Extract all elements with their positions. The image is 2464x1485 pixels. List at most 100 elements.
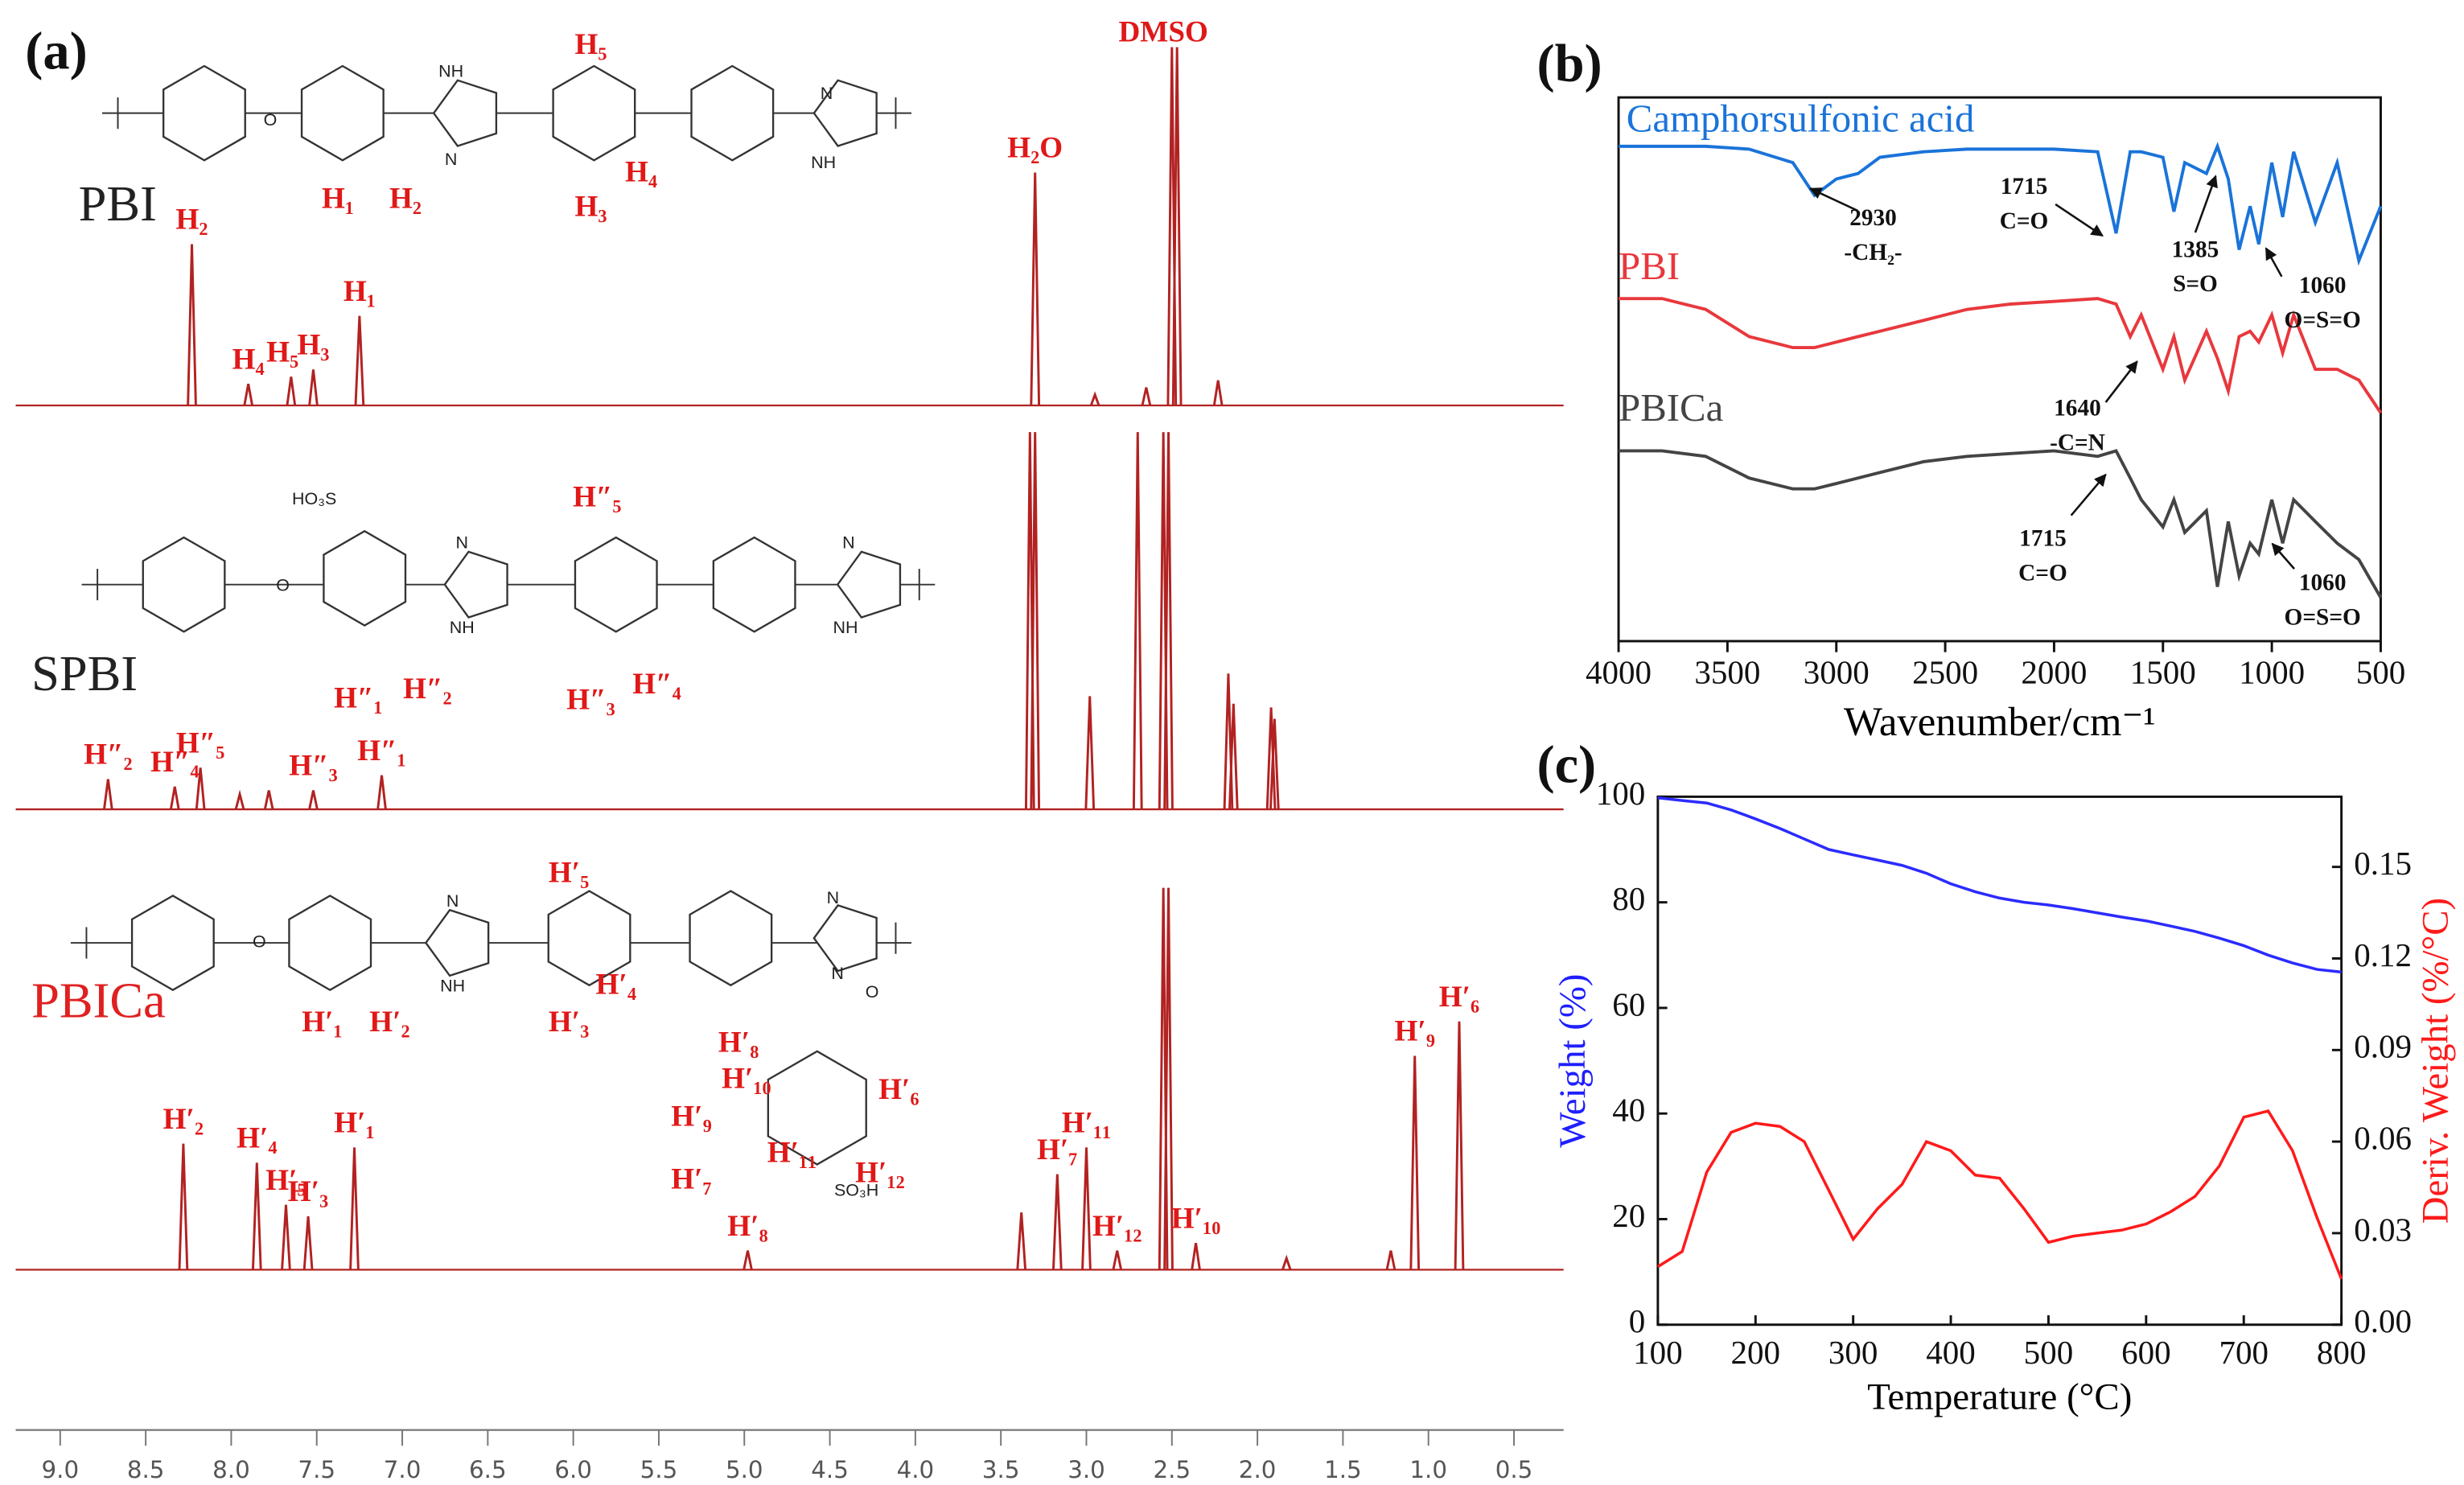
peak	[1171, 47, 1183, 406]
atom-label: N	[446, 891, 459, 911]
x-tick-label: 2500	[1912, 653, 1978, 690]
atom-label: NH	[811, 153, 836, 172]
x-tick-label: 2.0	[1239, 1456, 1277, 1483]
atom-label: N	[842, 533, 855, 553]
peak-label: H′₁₂	[1092, 1210, 1142, 1243]
series-name: PBI	[79, 175, 157, 232]
x-tick-label: 8.5	[127, 1456, 165, 1483]
peak	[281, 1204, 291, 1270]
x-tick-label: 1.5	[1324, 1456, 1362, 1483]
proton-label: H′₇	[671, 1163, 711, 1196]
proton-label: H″₅	[573, 481, 621, 514]
peak	[1191, 1242, 1201, 1270]
x-tick-label: 7.0	[384, 1456, 422, 1483]
peak-label: H′₄	[237, 1122, 277, 1155]
atom-label: NH	[440, 976, 465, 995]
ring	[836, 550, 902, 619]
ring	[142, 536, 226, 633]
arrow	[2271, 542, 2295, 570]
arrow	[2055, 203, 2104, 237]
atom-label: HO₃S	[292, 489, 336, 508]
x-tick-label: 2000	[2021, 653, 2087, 690]
band-label: 1060	[2299, 273, 2347, 298]
peak-label: H″₄	[150, 746, 199, 779]
atom-label: N	[445, 150, 458, 169]
x-tick-label: 3.0	[1067, 1456, 1105, 1483]
peak-label: H′₃	[288, 1175, 328, 1208]
ring	[689, 890, 773, 987]
proton-label: H″₄	[632, 668, 681, 701]
x-tick-label: 2.5	[1153, 1456, 1191, 1483]
x-tick-label: 7.5	[298, 1456, 335, 1483]
series-name: PBICa	[31, 973, 166, 1029]
y2-tick-label: 0.12	[2354, 936, 2412, 973]
proton-label: H′₃	[549, 1006, 589, 1039]
peak	[1212, 380, 1224, 406]
peak-label: H′₈	[727, 1210, 767, 1243]
panel-label: (a)	[25, 23, 87, 81]
x-tick-label: 1000	[2239, 653, 2305, 690]
peak	[1030, 432, 1041, 810]
arrow	[2264, 247, 2283, 278]
peak	[1112, 1250, 1123, 1270]
y-tick-label: 20	[1612, 1197, 1645, 1234]
atom-label: O	[264, 110, 278, 130]
peak-label: H′₅	[265, 1164, 306, 1197]
proton-label: H′₁₂	[855, 1157, 905, 1190]
peak-label: H′₁	[334, 1107, 374, 1140]
series-name: PBICa	[1619, 385, 1723, 430]
ring	[712, 536, 796, 633]
peak	[742, 1250, 753, 1270]
band-label: C=O	[2000, 208, 2049, 234]
arrow	[2194, 175, 2218, 233]
peak	[308, 790, 319, 810]
peak-label: H″₂	[84, 738, 132, 771]
peak	[195, 767, 206, 810]
x-tick-label: 400	[1926, 1334, 1976, 1371]
x-tick-label: 8.0	[212, 1456, 250, 1483]
peak-label: H₂O	[1007, 132, 1063, 165]
y-axis-title: Weight (%)	[1552, 973, 1594, 1147]
spectrum-line	[1619, 449, 2383, 599]
peak	[1089, 391, 1100, 406]
x-tick-label: 200	[1731, 1334, 1781, 1371]
peak-label: H″₃	[289, 750, 337, 783]
peak	[1030, 172, 1041, 406]
band-label: 1640	[2054, 396, 2101, 422]
peak	[354, 315, 365, 406]
peak	[349, 1147, 360, 1270]
peak-label: H′₇	[1037, 1133, 1077, 1166]
ring	[432, 79, 498, 147]
ring	[300, 64, 385, 162]
ring	[443, 550, 508, 619]
series-name: SPBI	[31, 645, 138, 701]
x-tick-label: 3500	[1694, 653, 1760, 690]
band-label: S=O	[2173, 271, 2218, 297]
proton-label: H₂	[389, 183, 422, 216]
y2-tick-label: 0.09	[2354, 1028, 2412, 1065]
x-tick-label: 1500	[2130, 653, 2196, 690]
atom-label: N	[827, 888, 840, 907]
x-tick-label: 700	[2219, 1334, 2269, 1371]
proton-label: H′₈	[718, 1026, 759, 1059]
peak	[187, 244, 197, 406]
peak-label: H′₂	[163, 1103, 204, 1136]
proton-label: H′₂	[369, 1006, 409, 1039]
peak-label: H₄	[232, 343, 265, 376]
ring	[552, 64, 636, 162]
band-label: 1715	[2019, 526, 2067, 552]
atom-label: SO₃H	[834, 1180, 878, 1199]
band-label: -CH₂-	[1844, 240, 1902, 265]
peak	[251, 1162, 262, 1270]
proton-label: H′₄	[596, 968, 636, 1001]
band-label: 1060	[2299, 570, 2347, 595]
peak	[1051, 1174, 1063, 1270]
peak	[1385, 1250, 1397, 1270]
peak	[1084, 696, 1096, 810]
peak	[1016, 1212, 1027, 1270]
atom-label: N	[821, 84, 833, 103]
arrow	[2070, 473, 2107, 516]
band-label: -C=N	[2050, 430, 2105, 456]
y-tick-label: 60	[1612, 985, 1645, 1022]
